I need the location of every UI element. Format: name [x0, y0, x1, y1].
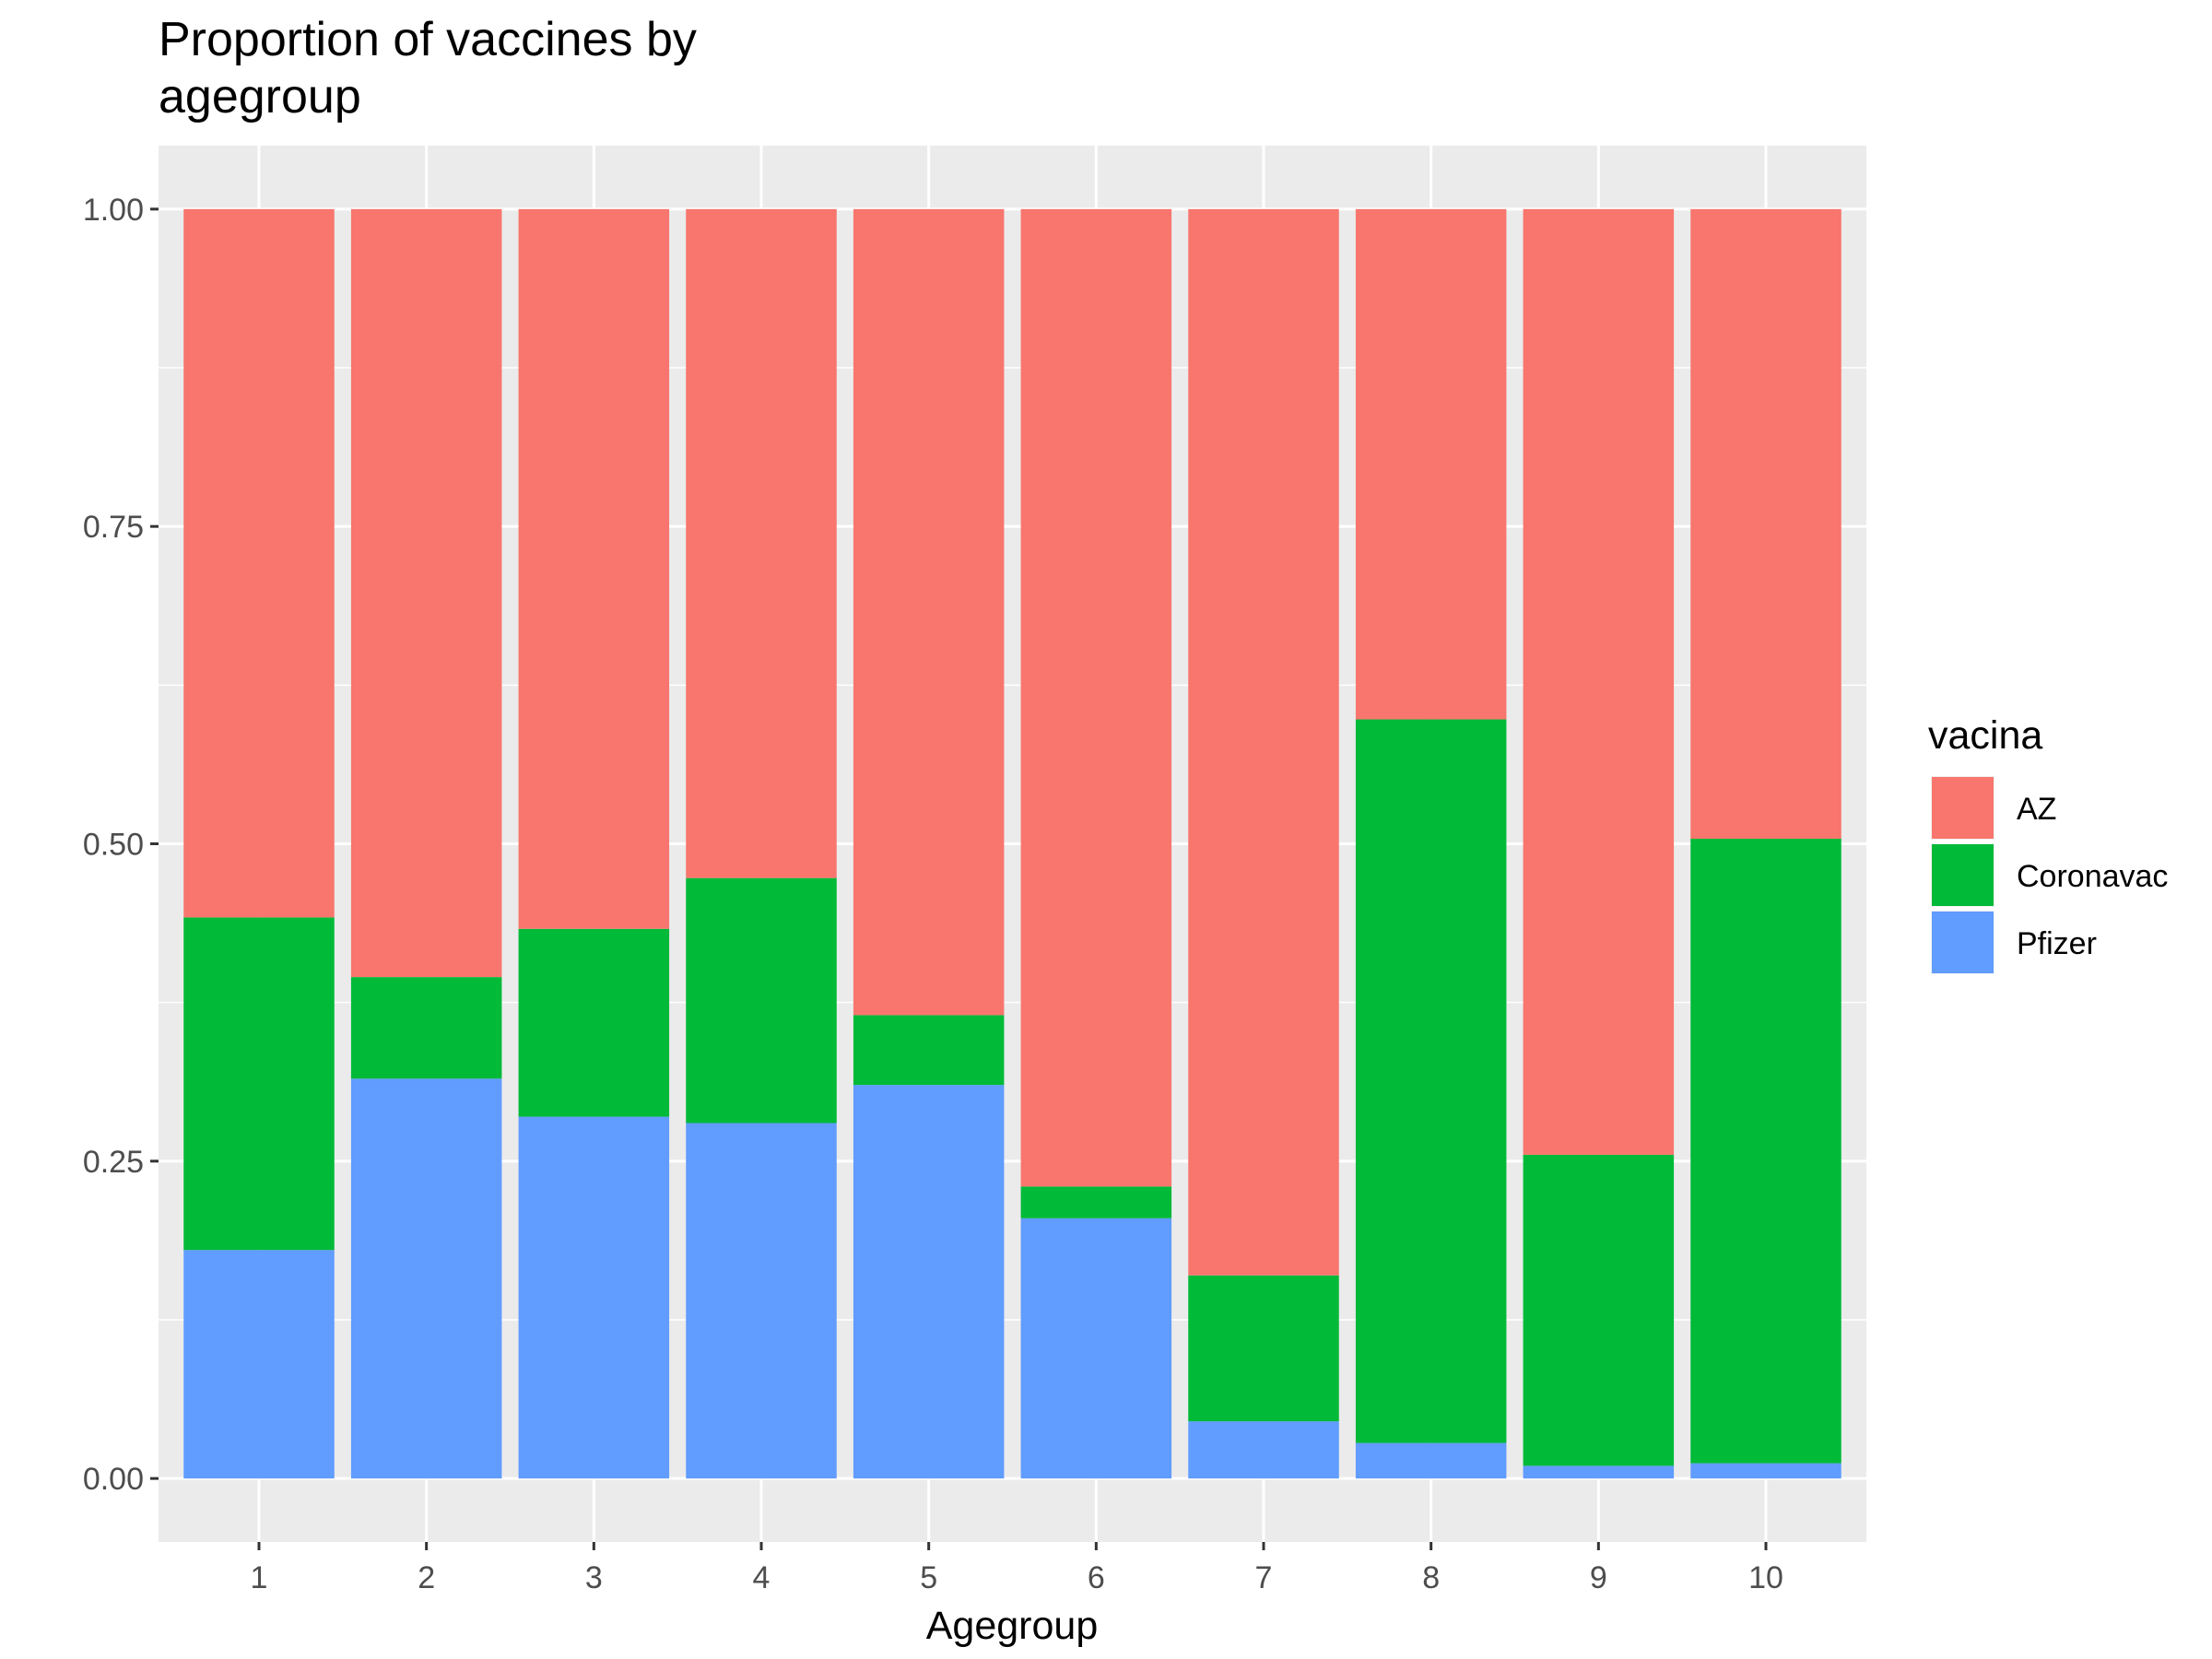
legend-label-pfizer: Pfizer: [2017, 926, 2097, 961]
bar-coronavac-1: [183, 917, 335, 1251]
bar-az-8: [1355, 208, 1507, 720]
bar-pfizer-1: [183, 1250, 335, 1479]
bar-pfizer-6: [1020, 1218, 1172, 1479]
bar-az-7: [1188, 208, 1339, 1276]
legend-label-az: AZ: [2017, 792, 2056, 827]
x-tick-label: 5: [920, 1560, 937, 1595]
y-tick-label: 0.75: [83, 510, 144, 545]
y-tick-label: 0.25: [83, 1145, 144, 1180]
bar-coronavac-10: [1690, 838, 1841, 1464]
bar-az-3: [518, 208, 670, 929]
bar-pfizer-10: [1690, 1463, 1841, 1479]
bar-coronavac-6: [1020, 1186, 1172, 1218]
x-tick-label: 8: [1422, 1560, 1440, 1595]
legend-swatch-coronavac: [1932, 844, 1994, 906]
bar-az-2: [350, 208, 502, 978]
x-tick-label: 7: [1255, 1560, 1273, 1595]
legend-label-coronavac: Coronavac: [2017, 859, 2168, 894]
bar-coronavac-9: [1523, 1154, 1675, 1466]
legend: vacina AZ Coronavac Pfizer: [1928, 713, 2168, 974]
bar-az-6: [1020, 208, 1172, 1187]
bar-pfizer-3: [518, 1116, 670, 1479]
bar-pfizer-9: [1523, 1465, 1675, 1479]
chart-title-line-2: agegroup: [159, 70, 361, 124]
bar-az-5: [853, 208, 1005, 1016]
x-axis-title: Agegroup: [926, 1604, 1099, 1648]
bar-coronavac-2: [350, 977, 502, 1079]
bar-pfizer-2: [350, 1078, 502, 1479]
y-tick-label: 0.00: [83, 1462, 144, 1497]
chart-title-line-1: Proportion of vaccines by: [159, 13, 697, 66]
y-tick-label: 1.00: [83, 193, 144, 228]
bar-coronavac-4: [686, 877, 837, 1124]
bar-coronavac-3: [518, 928, 670, 1117]
bar-pfizer-4: [686, 1123, 837, 1479]
x-tick-label: 10: [1748, 1560, 1783, 1595]
y-tick-label: 0.50: [83, 828, 144, 863]
x-tick-label: 6: [1088, 1560, 1105, 1595]
bar-az-1: [183, 208, 335, 918]
bar-pfizer-5: [853, 1085, 1005, 1479]
bar-az-9: [1523, 208, 1675, 1155]
x-tick-label: 9: [1590, 1560, 1607, 1595]
x-axis: 1 2 3 4 5 6 7 8 9 10: [251, 1542, 1783, 1595]
bar-coronavac-7: [1188, 1275, 1339, 1422]
bar-pfizer-8: [1355, 1442, 1507, 1479]
x-tick-label: 1: [251, 1560, 268, 1595]
x-tick-label: 2: [418, 1560, 435, 1595]
bar-az-10: [1690, 208, 1841, 839]
legend-swatch-pfizer: [1932, 912, 1994, 973]
x-tick-label: 3: [585, 1560, 603, 1595]
bar-coronavac-8: [1355, 719, 1507, 1443]
bar-az-4: [686, 208, 837, 878]
legend-title: vacina: [1928, 713, 2042, 758]
y-axis: 0.00 0.25 0.50 0.75 1.00: [83, 193, 159, 1497]
bar-pfizer-7: [1188, 1421, 1339, 1479]
x-tick-label: 4: [753, 1560, 771, 1595]
bars: [183, 208, 1841, 1479]
bar-coronavac-5: [853, 1015, 1005, 1086]
legend-swatch-az: [1932, 777, 1994, 839]
